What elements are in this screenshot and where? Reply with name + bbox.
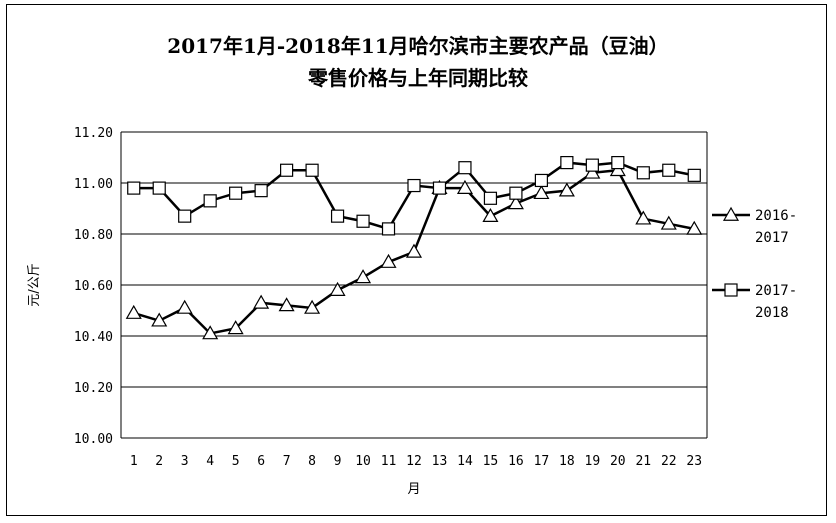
chart-frame (6, 4, 827, 516)
square-marker (724, 283, 738, 297)
x-tick-label: 12 (406, 454, 422, 469)
x-tick-label: 7 (283, 454, 291, 469)
legend-item: 2016- 2017 (712, 206, 797, 246)
triangle-marker (176, 299, 193, 314)
y-axis-ticks: 10.00 10.20 10.40 10.60 10.80 11.00 11.20 (74, 126, 113, 447)
square-marker (509, 186, 523, 200)
chart-subtitle: 零售价格与上年同期比较 (308, 66, 528, 90)
x-tick-label: 4 (206, 454, 214, 469)
y-tick-label: 10.20 (74, 381, 113, 396)
triangle-marker (722, 206, 740, 221)
triangle-marker (635, 210, 652, 225)
x-tick-label: 19 (585, 454, 601, 469)
y-tick-label: 10.60 (74, 279, 113, 294)
square-marker (585, 158, 599, 172)
square-marker (305, 163, 319, 177)
x-tick-label: 16 (508, 454, 524, 469)
x-tick-label: 6 (257, 454, 265, 469)
legend-label: 2017- (755, 283, 797, 299)
triangle-marker (227, 320, 244, 335)
triangle-marker (329, 281, 346, 296)
square-marker (432, 181, 447, 195)
y-tick-label: 11.00 (74, 177, 113, 192)
y-tick-label: 10.40 (74, 330, 113, 345)
legend-item: 2017- 2018 (712, 283, 797, 321)
triangle-marker (304, 299, 321, 314)
triangle-marker (456, 179, 473, 194)
x-tick-label: 17 (534, 454, 550, 469)
triangle-marker (533, 184, 550, 200)
x-tick-label: 22 (661, 454, 677, 469)
x-tick-label: 1 (130, 454, 138, 469)
square-marker (687, 168, 701, 182)
x-tick-label: 23 (686, 454, 702, 469)
legend-label: 2018 (755, 305, 789, 321)
triangle-marker (584, 164, 601, 179)
triangle-marker (558, 182, 575, 197)
y-tick-label: 10.00 (74, 432, 113, 447)
x-tick-label: 21 (635, 454, 651, 469)
x-tick-label: 11 (381, 454, 397, 469)
triangle-marker (125, 304, 142, 319)
square-marker (254, 184, 268, 198)
triangle-marker (686, 220, 703, 235)
x-tick-label: 9 (334, 454, 342, 469)
x-axis-label: 月 (407, 482, 420, 497)
chart-title: 2017年1月-2018年11月哈尔滨市主要农产品（豆油） (167, 34, 669, 58)
square-marker (662, 163, 676, 177)
triangle-marker (482, 207, 499, 222)
square-marker (203, 194, 217, 208)
square-marker (407, 178, 421, 193)
triangle-marker (278, 297, 295, 312)
data-series (125, 156, 703, 340)
square-marker (178, 209, 192, 223)
x-tick-label: 10 (355, 454, 371, 469)
x-tick-label: 13 (432, 454, 448, 469)
legend: 2016- 2017 2017- 2018 (712, 206, 797, 321)
series-2017-2018 (127, 156, 701, 236)
x-tick-label: 3 (181, 454, 189, 469)
triangle-marker (405, 243, 423, 258)
square-marker (458, 161, 472, 175)
x-tick-label: 8 (308, 454, 316, 469)
square-marker (280, 163, 294, 177)
square-marker (636, 166, 650, 180)
square-marker (611, 156, 625, 170)
square-marker (534, 173, 548, 188)
legend-label: 2017 (755, 230, 789, 246)
triangle-marker (660, 215, 677, 230)
square-marker (152, 181, 166, 195)
square-marker (483, 191, 498, 205)
square-marker (330, 209, 345, 223)
triangle-marker (507, 195, 524, 210)
y-tick-label: 11.20 (74, 126, 113, 141)
x-axis-ticks: 1 2 3 4 5 6 7 8 9 10 11 12 13 14 15 16 17 18 19 20 21 22 23 (130, 454, 702, 469)
legend-label: 2016- (755, 208, 797, 224)
y-axis-label: 元/公斤 (27, 263, 42, 306)
x-tick-label: 14 (457, 454, 473, 469)
x-tick-label: 15 (483, 454, 499, 469)
grid-lines (120, 131, 708, 439)
square-marker (127, 181, 141, 195)
triangle-marker (355, 269, 372, 284)
triangle-marker (380, 253, 397, 268)
square-marker (381, 222, 396, 236)
triangle-marker (253, 294, 270, 309)
series-line (133, 161, 695, 231)
x-tick-label: 5 (232, 454, 240, 469)
x-tick-label: 2 (155, 454, 163, 469)
triangle-marker (202, 325, 219, 340)
triangle-marker (609, 162, 626, 177)
square-marker (560, 156, 574, 170)
square-marker (356, 214, 370, 228)
square-marker (229, 186, 243, 200)
y-tick-label: 10.80 (74, 228, 113, 243)
x-tick-label: 18 (559, 454, 575, 469)
x-tick-label: 20 (610, 454, 626, 469)
triangle-marker (151, 312, 168, 327)
